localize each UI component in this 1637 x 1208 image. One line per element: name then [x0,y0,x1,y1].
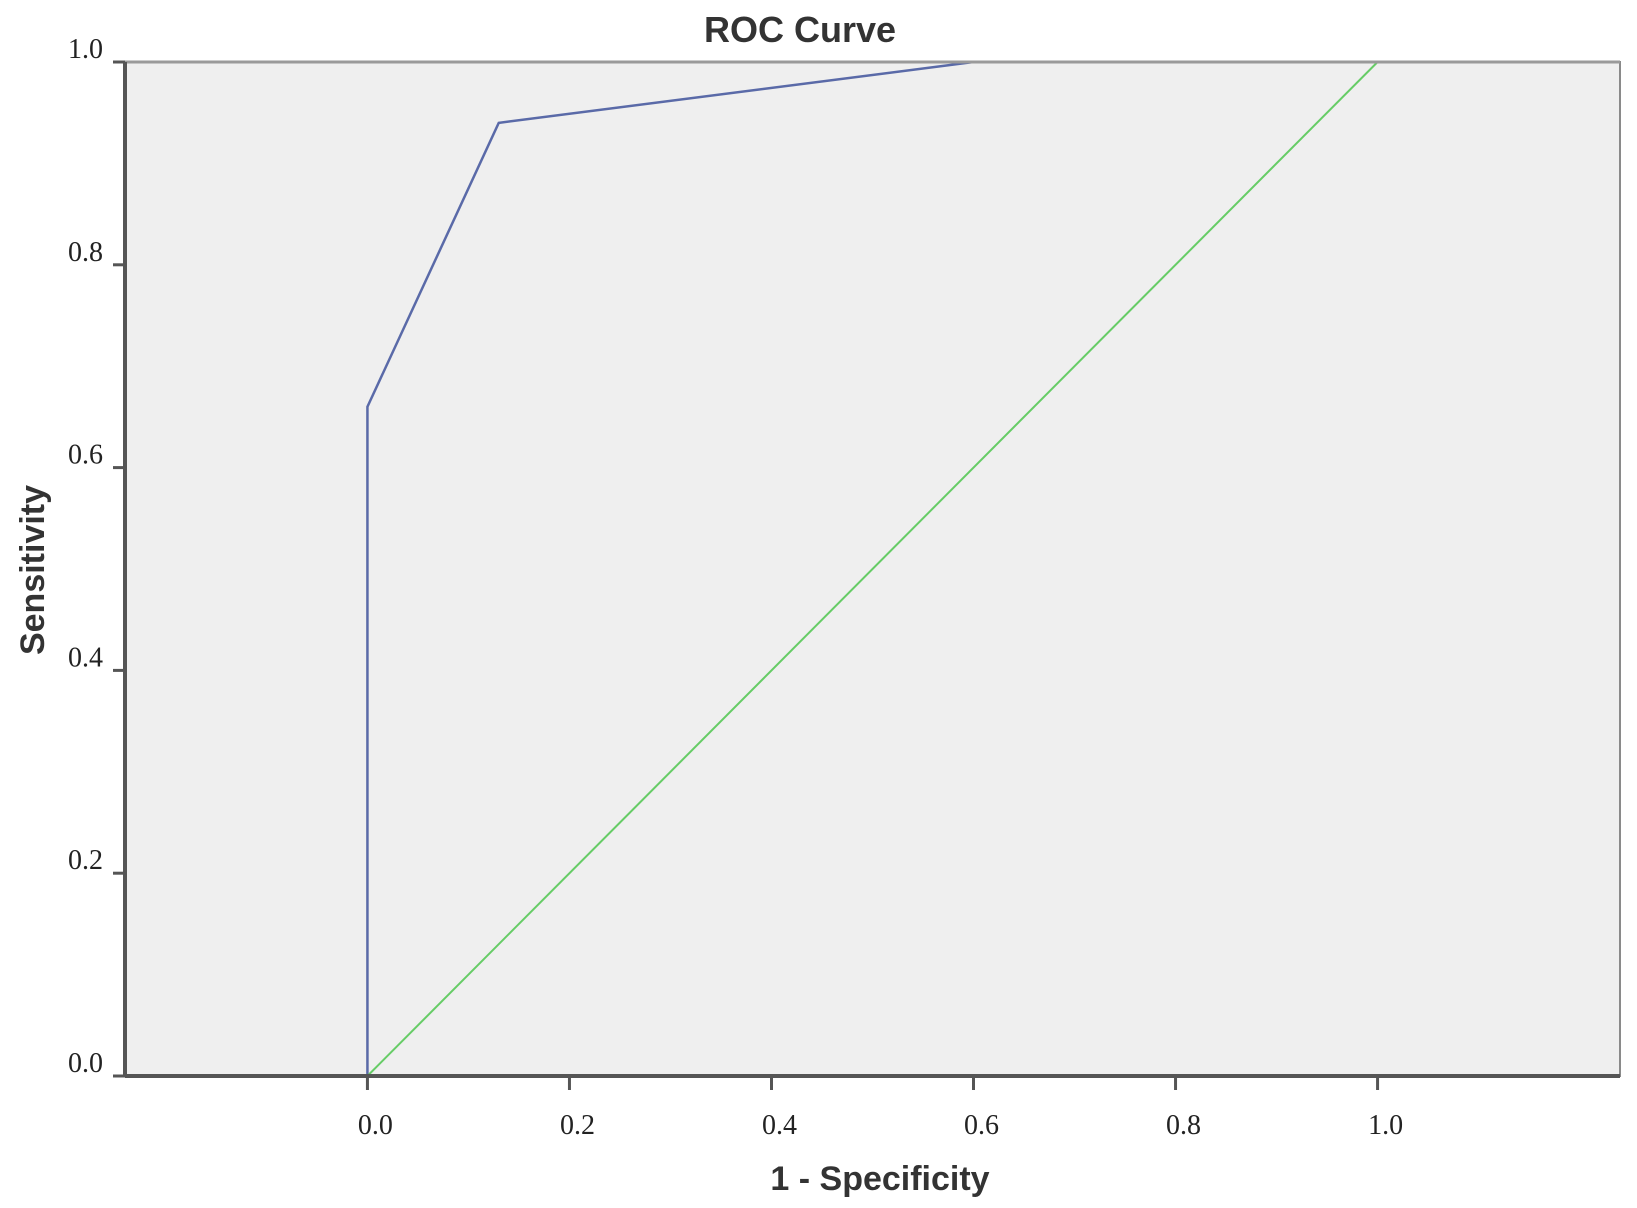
x-tick-label: 1.0 [1368,1110,1403,1141]
y-axis-ticks: 0.0 0.2 0.4 0.6 0.8 1.0 [68,34,125,1079]
y-tick-label: 1.0 [68,34,103,65]
x-axis-ticks: 0.0 0.2 0.4 0.6 0.8 1.0 [358,1076,1403,1141]
y-tick-label: 0.6 [68,440,103,471]
y-tick-label: 0.2 [68,845,103,876]
x-tick-label: 0.6 [964,1110,999,1141]
x-tick-label: 0.0 [358,1110,393,1141]
axes-layer [123,60,1620,1078]
y-tick-label: 0.4 [68,642,103,673]
chart-title: ROC Curve [704,9,896,50]
y-tick-label: 0.8 [68,237,103,268]
series-line-2 [366,61,1379,1077]
y-axis-label: Sensitivity [14,485,52,655]
y-tick-label: 0.0 [68,1048,103,1079]
x-tick-label: 0.4 [762,1110,797,1141]
x-axis-label: 1 - Specificity [770,1160,989,1198]
x-tick-label: 0.8 [1166,1110,1201,1141]
x-tick-label: 0.2 [560,1110,595,1141]
